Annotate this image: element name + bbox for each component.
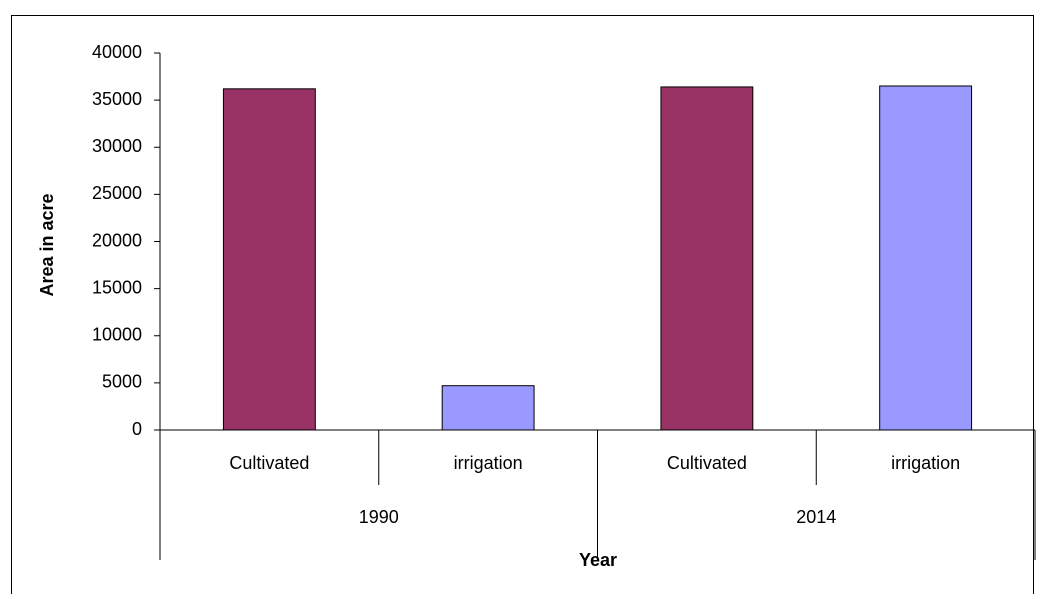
x-tick-label: irrigation (454, 453, 523, 473)
group-label: 1990 (359, 507, 399, 527)
bar (879, 85, 973, 431)
x-tick-label: Cultivated (229, 453, 309, 473)
x-tick-label: Cultivated (667, 453, 747, 473)
y-tick-label: 15000 (92, 277, 142, 297)
group-label: 2014 (796, 507, 836, 527)
y-axis-label: Area in acre (37, 193, 57, 296)
y-tick-label: 35000 (92, 89, 142, 109)
bar (441, 385, 535, 431)
y-tick-label: 5000 (102, 372, 142, 392)
x-tick-label: irrigation (891, 453, 960, 473)
y-tick-label: 40000 (92, 42, 142, 62)
chart-border (11, 15, 1034, 599)
y-tick-label: 30000 (92, 136, 142, 156)
bar (222, 88, 316, 431)
y-tick-label: 20000 (92, 230, 142, 250)
y-tick-label: 10000 (92, 325, 142, 345)
bar (660, 86, 754, 431)
y-tick-label: 0 (132, 419, 142, 439)
y-tick-label: 25000 (92, 183, 142, 203)
